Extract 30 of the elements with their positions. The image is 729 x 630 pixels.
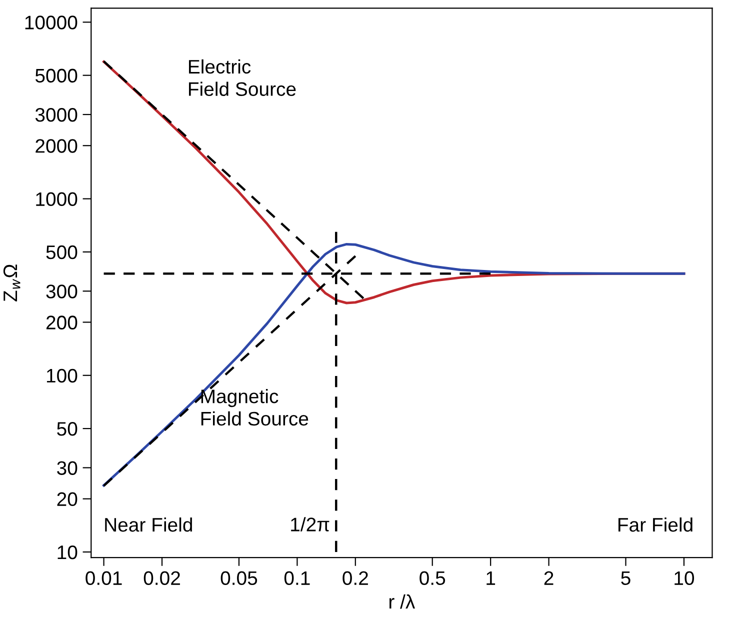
y-tick-label: 500 [46,245,78,260]
x-tick-label: 0.05 [220,571,258,586]
x-tick-label: 0.2 [342,571,368,586]
annotation: Far Field [618,517,692,532]
x-tick-label: 0.5 [420,571,446,586]
y-axis-title: Z$_{w}$Ω [3,264,20,302]
y-tick-label: 10000 [25,16,78,30]
x-tick-label: 1 [486,571,496,585]
y-tick-label: 200 [46,316,78,330]
x-tick-label: 2 [544,571,554,585]
x-axis-title: r /λ [389,594,416,609]
y-tick-label: 20 [57,492,78,506]
x-tick-label: 0.01 [86,571,122,586]
x-tick-label: 10 [674,571,694,586]
y-tick-label: 10 [58,545,78,560]
annotation: 1/2π [291,517,330,532]
y-tick-label: 30 [57,461,78,475]
y-tick-label: 1000 [36,192,78,206]
y-tick-label: 100 [46,368,78,383]
x-tick-label: 0.1 [284,571,310,586]
y-tick-label: 50 [57,422,78,436]
annotation: Electric Field Source [188,59,296,96]
y-tick-label: 300 [46,284,78,298]
y-tick-label: 2000 [36,139,78,153]
y-tick-label: 3000 [35,108,78,122]
x-tick-label: 0.02 [144,571,180,586]
annotation: Magnetic Field Source [201,388,308,426]
x-tick-label: 5 [621,571,630,586]
y-tick-label: 5000 [35,68,78,83]
annotation: Near Field [105,517,192,532]
